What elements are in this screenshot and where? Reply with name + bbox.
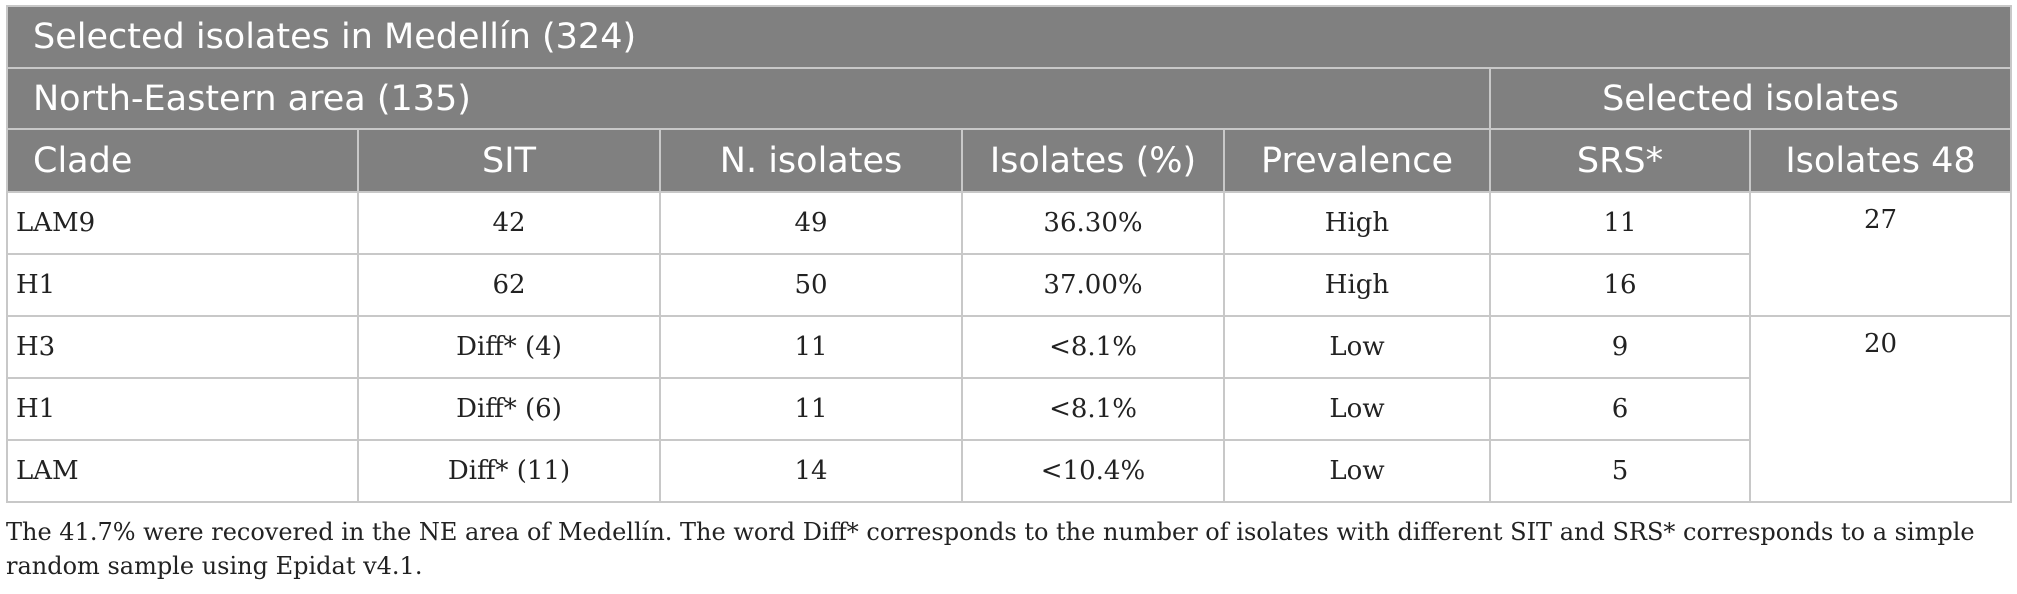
cell-clade: H1	[6, 253, 359, 317]
cell-n-isolates: 11	[659, 315, 963, 379]
cell-prevalence: Low	[1223, 439, 1491, 503]
cell-clade: LAM	[6, 439, 359, 503]
cell-group-total: 20	[1748, 315, 2013, 503]
cell-prevalence: Low	[1223, 315, 1491, 379]
cell-srs: 16	[1489, 253, 1751, 317]
isolates-table: Selected isolates in Medellín (324) Nort…	[5, 5, 2013, 503]
cell-sit: 42	[357, 191, 661, 255]
cell-prevalence: High	[1223, 191, 1491, 255]
area-header: North-Eastern area (135)	[6, 67, 1491, 130]
cell-srs: 6	[1489, 377, 1751, 441]
cell-srs: 5	[1489, 439, 1751, 503]
table-row: H1 62 50 37.00% High 16	[6, 253, 2011, 317]
table-row: H1 Diff* (6) 11 <8.1% Low 6	[6, 377, 2011, 441]
cell-n-isolates: 14	[659, 439, 963, 503]
cell-srs: 9	[1489, 315, 1751, 379]
cell-n-isolates: 50	[659, 253, 963, 317]
col-header-prevalence: Prevalence	[1223, 128, 1491, 193]
col-header-clade: Clade	[6, 128, 359, 193]
cell-isolates-pct: 36.30%	[961, 191, 1225, 255]
table-row: LAM Diff* (11) 14 <10.4% Low 5	[6, 439, 2011, 503]
cell-group-total: 27	[1748, 191, 2013, 317]
col-header-sit: SIT	[357, 128, 661, 193]
col-header-srs: SRS*	[1489, 128, 1751, 193]
selected-isolates-header: Selected isolates	[1488, 67, 2013, 130]
cell-prevalence: Low	[1223, 377, 1491, 441]
cell-srs: 11	[1489, 191, 1751, 255]
cell-clade: H3	[6, 315, 359, 379]
group-header-row: North-Eastern area (135) Selected isolat…	[6, 67, 2013, 130]
title-row: Selected isolates in Medellín (324)	[5, 5, 2013, 69]
table-row: LAM9 42 49 36.30% High 11 27	[6, 191, 2013, 317]
table-title: Selected isolates in Medellín (324)	[5, 5, 2013, 69]
col-header-isolates-48: Isolates 48	[1748, 128, 2013, 193]
cell-isolates-pct: <10.4%	[961, 439, 1225, 503]
cell-sit: Diff* (6)	[357, 377, 661, 441]
col-header-isolates-pct: Isolates (%)	[961, 128, 1225, 193]
cell-n-isolates: 49	[659, 191, 963, 255]
cell-isolates-pct: 37.00%	[961, 253, 1225, 317]
cell-sit: 62	[357, 253, 661, 317]
col-header-n-isolates: N. isolates	[659, 128, 963, 193]
cell-isolates-pct: <8.1%	[961, 315, 1225, 379]
cell-sit: Diff* (11)	[357, 439, 661, 503]
cell-prevalence: High	[1223, 253, 1491, 317]
cell-n-isolates: 11	[659, 377, 963, 441]
cell-clade: H1	[6, 377, 359, 441]
cell-clade: LAM9	[6, 191, 359, 255]
cell-isolates-pct: <8.1%	[961, 377, 1225, 441]
table-row: H3 Diff* (4) 11 <8.1% Low 9 20	[6, 315, 2013, 503]
table-footnote: The 41.7% were recovered in the NE area …	[6, 518, 1975, 580]
column-header-row: Clade SIT N. isolates Isolates (%) Preva…	[6, 128, 2013, 193]
cell-sit: Diff* (4)	[357, 315, 661, 379]
